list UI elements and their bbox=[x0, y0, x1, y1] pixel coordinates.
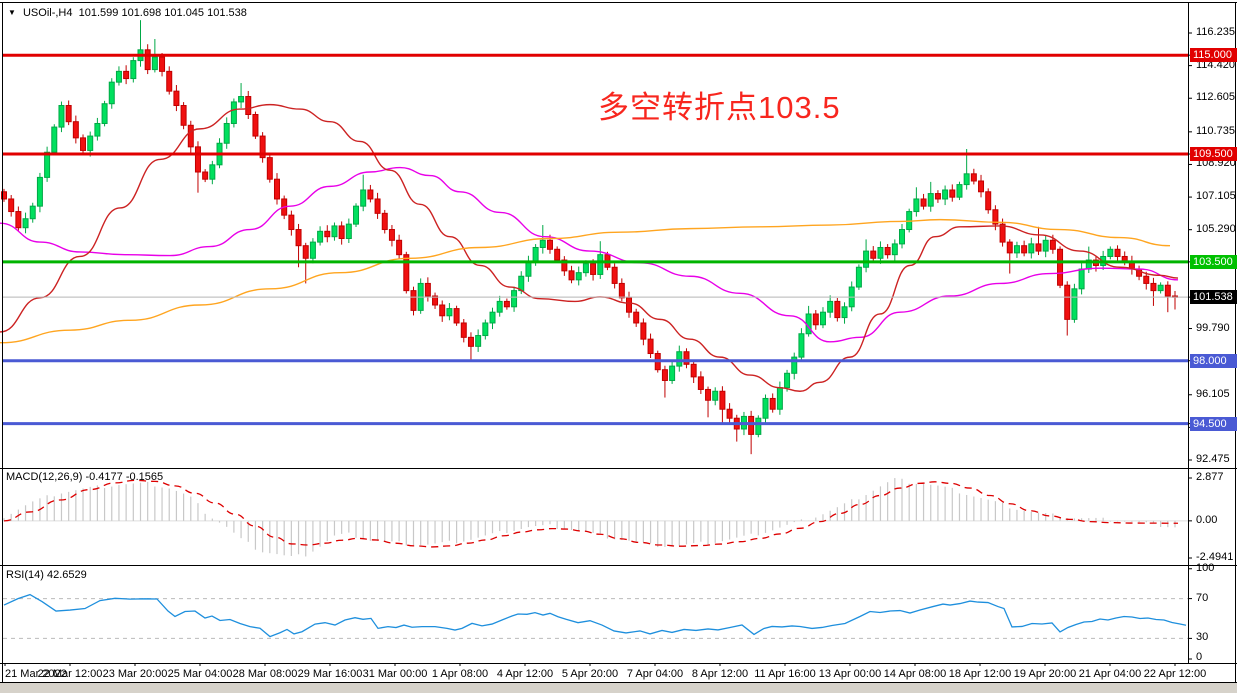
price-badge-101.538: 101.538 bbox=[1190, 290, 1237, 305]
time-label: 19 Apr 20:00 bbox=[1013, 668, 1077, 680]
ma-medium-magenta bbox=[0, 166, 1179, 343]
ohlc-low: 101.045 bbox=[164, 7, 205, 19]
price-tick-label: 105.290 bbox=[1196, 222, 1236, 235]
window-bottom-strip bbox=[0, 683, 1237, 693]
chevron-down-icon[interactable]: ▼ bbox=[8, 8, 16, 17]
time-label: 23 Mar 20:00 bbox=[102, 668, 168, 680]
price-tick-label: 112.605 bbox=[1196, 91, 1235, 104]
ma-slow-crimson bbox=[0, 103, 1179, 392]
macd-tick-label: 2.877 bbox=[1196, 471, 1224, 483]
symbol-header[interactable]: ▼ USOil-,H4 101.599 101.698 101.045 101.… bbox=[8, 7, 247, 19]
ohlc-high: 101.698 bbox=[121, 7, 162, 19]
time-label: 5 Apr 20:00 bbox=[561, 668, 619, 680]
price-badge-94.500: 94.500 bbox=[1190, 416, 1237, 431]
ma-long-orange bbox=[0, 218, 1171, 344]
time-label: 21 Mar 2022 bbox=[5, 668, 67, 680]
time-label: 8 Apr 12:00 bbox=[691, 668, 749, 680]
time-label: 18 Apr 12:00 bbox=[948, 668, 1012, 680]
ohlc-open: 101.599 bbox=[78, 7, 119, 19]
price-badge-115.000: 115.000 bbox=[1190, 48, 1237, 63]
time-label: 25 Mar 04:00 bbox=[167, 668, 233, 680]
macd-tick-label: -2.4941 bbox=[1196, 551, 1234, 563]
macd-signal-line bbox=[3, 479, 1179, 548]
rsi-indicator-label: RSI(14) 42.6529 bbox=[6, 569, 87, 581]
rsi-tick-label: 30 bbox=[1196, 631, 1209, 644]
time-label: 14 Apr 08:00 bbox=[883, 668, 947, 680]
time-label: 1 Apr 08:00 bbox=[431, 668, 489, 680]
price-tick-label: 99.790 bbox=[1196, 321, 1230, 334]
price-tick-label: 92.475 bbox=[1196, 453, 1230, 465]
macd-tick-label: 0.00 bbox=[1196, 513, 1218, 526]
candlestick-series[interactable] bbox=[1, 20, 1178, 455]
price-badge-98.000: 98.000 bbox=[1190, 353, 1237, 368]
macd-panel[interactable] bbox=[3, 478, 1188, 557]
time-label: 7 Apr 04:00 bbox=[626, 668, 684, 680]
price-badge-109.500: 109.500 bbox=[1190, 147, 1237, 162]
price-tick-label: 107.105 bbox=[1196, 190, 1236, 203]
ohlc-close: 101.538 bbox=[207, 7, 247, 19]
rsi-tick-label: 0 bbox=[1196, 651, 1203, 663]
price-tick-label: 116.235 bbox=[1196, 26, 1235, 38]
time-label: 21 Apr 04:00 bbox=[1078, 668, 1142, 680]
time-label: 22 Mar 12:00 bbox=[37, 668, 103, 680]
rsi-panel[interactable] bbox=[3, 593, 1188, 639]
time-label: 11 Apr 16:00 bbox=[754, 668, 816, 680]
rsi-tick-label: 100 bbox=[1196, 561, 1215, 574]
price-badge-103.500: 103.500 bbox=[1190, 254, 1237, 269]
macd-indicator-label: MACD(12,26,9) -0.4177 -0.1565 bbox=[6, 471, 164, 483]
rsi-line bbox=[3, 593, 1187, 638]
time-label: 22 Apr 12:00 bbox=[1143, 668, 1207, 680]
time-label: 29 Mar 16:00 bbox=[297, 668, 363, 680]
price-tick-label: 110.735 bbox=[1196, 124, 1235, 137]
time-label: 31 Mar 00:00 bbox=[362, 668, 428, 680]
time-label: 28 Mar 08:00 bbox=[232, 668, 298, 680]
time-label: 13 Apr 00:00 bbox=[818, 668, 882, 680]
symbol-name: USOil-,H4 bbox=[22, 7, 73, 19]
price-tick-label: 96.105 bbox=[1196, 387, 1230, 400]
chart-annotation-text: 多空转折点103.5 bbox=[598, 90, 841, 125]
time-label: 4 Apr 12:00 bbox=[496, 668, 554, 680]
rsi-tick-label: 70 bbox=[1196, 591, 1209, 604]
